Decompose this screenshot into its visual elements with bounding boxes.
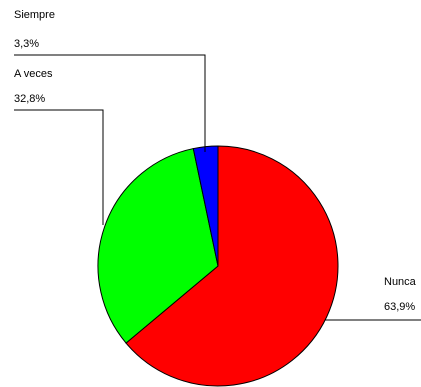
slice-label-a-veces: A veces: [14, 68, 53, 80]
pie-slice-nunca: [125, 145, 339, 387]
pie-slice-siempre: [192, 145, 219, 267]
slice-value-a-veces: 32,8%: [14, 93, 45, 105]
leader-line-a-veces: [14, 109, 104, 225]
slice-label-siempre: Siempre: [14, 9, 55, 21]
pie-slices: [97, 145, 339, 387]
pie-slice-a-veces: [97, 147, 219, 344]
slice-label-nunca: Nunca: [384, 276, 417, 288]
slice-value-siempre: 3,3%: [14, 38, 39, 50]
leader-line-siempre: [14, 54, 206, 152]
leader-lines: [14, 54, 421, 321]
slice-value-nunca: 63,9%: [384, 301, 415, 313]
